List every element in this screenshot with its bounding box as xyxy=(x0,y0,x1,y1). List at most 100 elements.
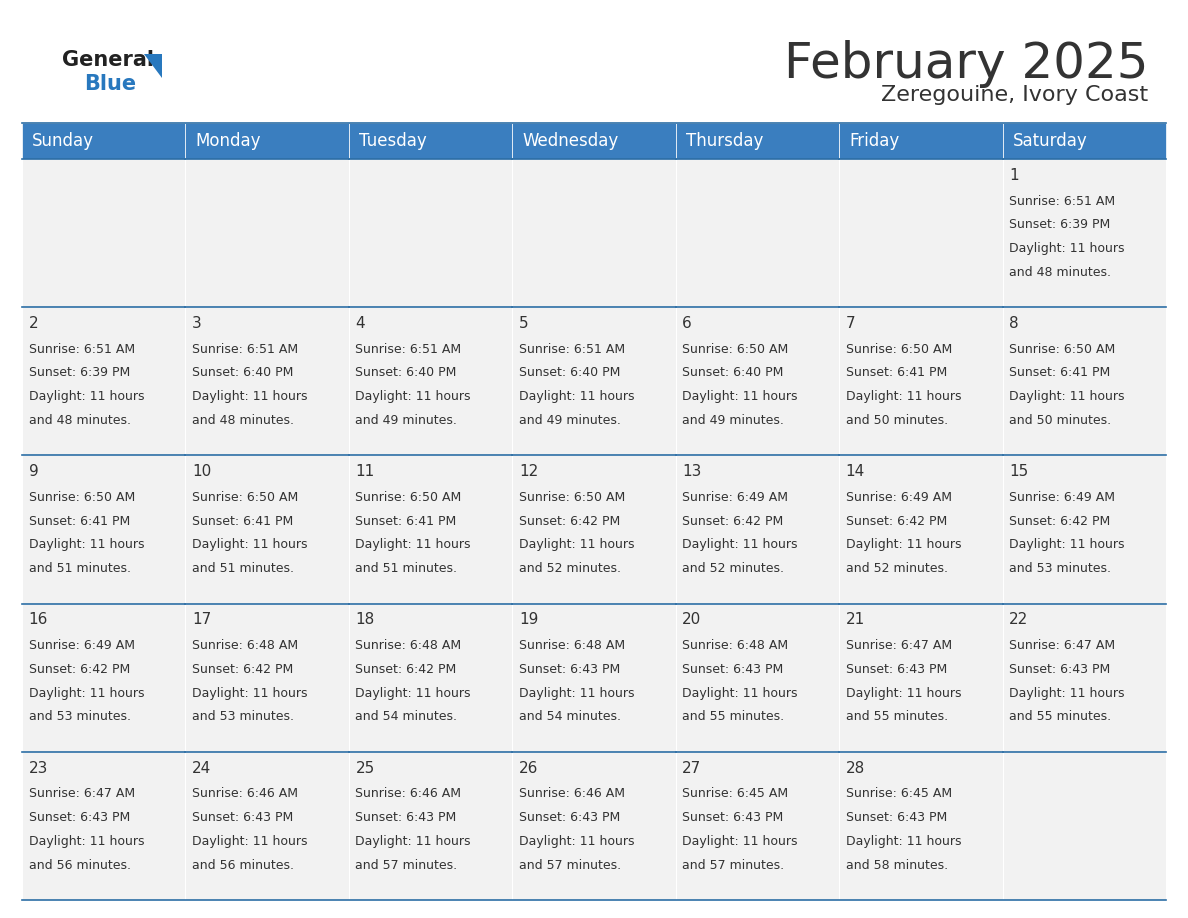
Bar xyxy=(185,455,349,604)
Text: 9: 9 xyxy=(29,465,38,479)
Text: and 57 minutes.: and 57 minutes. xyxy=(682,858,784,871)
Text: Daylight: 11 hours: Daylight: 11 hours xyxy=(355,687,470,700)
Text: and 57 minutes.: and 57 minutes. xyxy=(519,858,621,871)
Text: Sunset: 6:40 PM: Sunset: 6:40 PM xyxy=(192,366,293,379)
Text: Tuesday: Tuesday xyxy=(359,132,426,150)
Text: and 53 minutes.: and 53 minutes. xyxy=(29,711,131,723)
Text: Sunrise: 6:47 AM: Sunrise: 6:47 AM xyxy=(29,788,134,800)
Text: Daylight: 11 hours: Daylight: 11 hours xyxy=(519,538,634,552)
Text: and 55 minutes.: and 55 minutes. xyxy=(1009,711,1111,723)
Text: and 49 minutes.: and 49 minutes. xyxy=(355,414,457,427)
Text: 27: 27 xyxy=(682,761,701,776)
Text: Sunset: 6:39 PM: Sunset: 6:39 PM xyxy=(1009,218,1111,231)
Text: Daylight: 11 hours: Daylight: 11 hours xyxy=(682,538,798,552)
Text: 25: 25 xyxy=(355,761,374,776)
Text: 1: 1 xyxy=(1009,168,1019,183)
Text: Sunrise: 6:45 AM: Sunrise: 6:45 AM xyxy=(682,788,789,800)
Text: Daylight: 11 hours: Daylight: 11 hours xyxy=(1009,242,1125,255)
Text: Sunrise: 6:47 AM: Sunrise: 6:47 AM xyxy=(1009,639,1116,652)
Text: 3: 3 xyxy=(192,316,202,331)
Text: Sunrise: 6:51 AM: Sunrise: 6:51 AM xyxy=(29,342,134,356)
Bar xyxy=(185,752,349,900)
Text: Sunrise: 6:50 AM: Sunrise: 6:50 AM xyxy=(355,491,462,504)
Bar xyxy=(1003,123,1165,159)
Text: and 49 minutes.: and 49 minutes. xyxy=(682,414,784,427)
Text: and 53 minutes.: and 53 minutes. xyxy=(192,711,293,723)
Text: Sunset: 6:42 PM: Sunset: 6:42 PM xyxy=(355,663,456,676)
Bar xyxy=(676,604,839,752)
Text: Daylight: 11 hours: Daylight: 11 hours xyxy=(192,390,308,403)
Text: and 52 minutes.: and 52 minutes. xyxy=(519,562,621,575)
Text: Blue: Blue xyxy=(84,74,137,94)
Text: Sunset: 6:43 PM: Sunset: 6:43 PM xyxy=(355,812,456,824)
Bar xyxy=(512,159,676,308)
Text: Sunrise: 6:48 AM: Sunrise: 6:48 AM xyxy=(519,639,625,652)
Text: Sunrise: 6:49 AM: Sunrise: 6:49 AM xyxy=(682,491,789,504)
Text: 16: 16 xyxy=(29,612,48,628)
Text: and 57 minutes.: and 57 minutes. xyxy=(355,858,457,871)
Text: Daylight: 11 hours: Daylight: 11 hours xyxy=(192,834,308,848)
Text: Friday: Friday xyxy=(849,132,899,150)
Bar xyxy=(839,752,1003,900)
Text: Daylight: 11 hours: Daylight: 11 hours xyxy=(29,687,144,700)
Bar xyxy=(23,604,185,752)
Bar xyxy=(839,604,1003,752)
Text: Sunset: 6:43 PM: Sunset: 6:43 PM xyxy=(519,663,620,676)
Text: and 51 minutes.: and 51 minutes. xyxy=(29,562,131,575)
Text: Daylight: 11 hours: Daylight: 11 hours xyxy=(682,834,798,848)
Text: Sunset: 6:42 PM: Sunset: 6:42 PM xyxy=(846,515,947,528)
Bar xyxy=(1003,159,1165,308)
Bar xyxy=(512,752,676,900)
Bar xyxy=(839,455,1003,604)
Text: 15: 15 xyxy=(1009,465,1029,479)
Bar xyxy=(23,752,185,900)
Text: Sunrise: 6:51 AM: Sunrise: 6:51 AM xyxy=(1009,195,1116,207)
Text: 19: 19 xyxy=(519,612,538,628)
Text: 17: 17 xyxy=(192,612,211,628)
Text: Sunset: 6:43 PM: Sunset: 6:43 PM xyxy=(192,812,293,824)
Text: Sunrise: 6:50 AM: Sunrise: 6:50 AM xyxy=(29,491,134,504)
Bar xyxy=(185,123,349,159)
Text: Sunset: 6:42 PM: Sunset: 6:42 PM xyxy=(1009,515,1111,528)
Text: and 48 minutes.: and 48 minutes. xyxy=(29,414,131,427)
Text: Sunset: 6:42 PM: Sunset: 6:42 PM xyxy=(192,663,293,676)
Bar xyxy=(676,123,839,159)
Bar xyxy=(349,604,512,752)
Text: Sunset: 6:41 PM: Sunset: 6:41 PM xyxy=(1009,366,1111,379)
Text: Sunday: Sunday xyxy=(32,132,94,150)
Text: 22: 22 xyxy=(1009,612,1029,628)
Text: Sunset: 6:41 PM: Sunset: 6:41 PM xyxy=(29,515,129,528)
Text: Daylight: 11 hours: Daylight: 11 hours xyxy=(846,390,961,403)
Text: 20: 20 xyxy=(682,612,701,628)
Text: General: General xyxy=(62,50,154,70)
Text: Thursday: Thursday xyxy=(685,132,763,150)
Text: Daylight: 11 hours: Daylight: 11 hours xyxy=(1009,538,1125,552)
Text: Daylight: 11 hours: Daylight: 11 hours xyxy=(846,687,961,700)
Text: Sunset: 6:41 PM: Sunset: 6:41 PM xyxy=(355,515,456,528)
Bar xyxy=(512,604,676,752)
Bar xyxy=(839,308,1003,455)
Bar xyxy=(676,455,839,604)
Text: Sunrise: 6:49 AM: Sunrise: 6:49 AM xyxy=(29,639,134,652)
Bar xyxy=(23,455,185,604)
Text: Sunset: 6:40 PM: Sunset: 6:40 PM xyxy=(519,366,620,379)
Bar xyxy=(185,604,349,752)
Text: Sunset: 6:43 PM: Sunset: 6:43 PM xyxy=(682,663,784,676)
Text: Sunset: 6:42 PM: Sunset: 6:42 PM xyxy=(519,515,620,528)
Text: Sunrise: 6:47 AM: Sunrise: 6:47 AM xyxy=(846,639,952,652)
Text: 11: 11 xyxy=(355,465,374,479)
Polygon shape xyxy=(144,54,162,78)
Text: Sunset: 6:39 PM: Sunset: 6:39 PM xyxy=(29,366,129,379)
Text: Monday: Monday xyxy=(195,132,260,150)
Text: Daylight: 11 hours: Daylight: 11 hours xyxy=(1009,390,1125,403)
Text: Sunset: 6:43 PM: Sunset: 6:43 PM xyxy=(846,663,947,676)
Text: and 55 minutes.: and 55 minutes. xyxy=(682,711,784,723)
Text: and 48 minutes.: and 48 minutes. xyxy=(192,414,293,427)
Text: 14: 14 xyxy=(846,465,865,479)
Text: Sunset: 6:43 PM: Sunset: 6:43 PM xyxy=(846,812,947,824)
Text: and 56 minutes.: and 56 minutes. xyxy=(192,858,293,871)
Text: Sunrise: 6:45 AM: Sunrise: 6:45 AM xyxy=(846,788,952,800)
Text: Daylight: 11 hours: Daylight: 11 hours xyxy=(29,538,144,552)
Text: Daylight: 11 hours: Daylight: 11 hours xyxy=(682,687,798,700)
Bar xyxy=(676,159,839,308)
